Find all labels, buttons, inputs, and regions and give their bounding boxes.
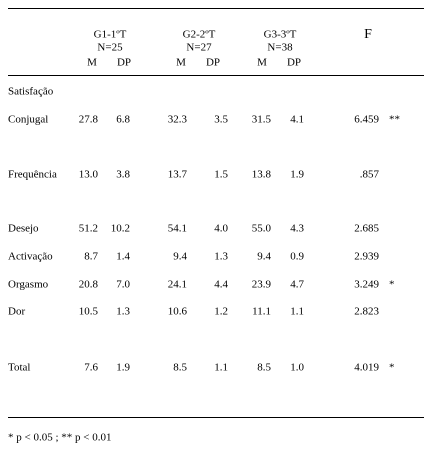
cell: 1.1 <box>214 362 228 374</box>
cell: 32.3 <box>168 114 188 126</box>
cell: 1.3 <box>116 306 130 318</box>
group-name: G3-3ºT <box>264 29 297 41</box>
cell: 4.0 <box>214 223 228 235</box>
row-label: Dor <box>8 306 25 318</box>
f-value: .857 <box>360 169 380 181</box>
cell: 55.0 <box>252 223 272 235</box>
row-label: Frequência <box>8 169 57 181</box>
cell: 23.9 <box>252 279 272 291</box>
cell: 7.0 <box>116 279 130 291</box>
col-dp: DP <box>206 57 220 69</box>
cell: 27.8 <box>79 114 99 126</box>
cell: 1.5 <box>214 169 228 181</box>
cell: 8.5 <box>257 362 271 374</box>
cell: 6.8 <box>116 114 130 126</box>
cell: 54.1 <box>168 223 187 235</box>
f-value: 2.939 <box>354 251 379 263</box>
significance: * <box>389 362 395 374</box>
col-m: M <box>176 57 186 69</box>
col-m: M <box>257 57 267 69</box>
cell: 13.8 <box>252 169 272 181</box>
cell: 11.1 <box>252 306 271 318</box>
cell: 9.4 <box>173 251 187 263</box>
cell: 7.6 <box>84 362 98 374</box>
cell: 51.2 <box>79 223 98 235</box>
cell: 1.9 <box>116 362 130 374</box>
cell: 3.5 <box>214 114 228 126</box>
col-m: M <box>87 57 97 69</box>
group-n: N=27 <box>186 42 212 54</box>
f-value: 6.459 <box>354 114 379 126</box>
cell: 0.9 <box>290 251 304 263</box>
cell: 10.2 <box>111 223 130 235</box>
cell: 9.4 <box>257 251 271 263</box>
footnote: * p < 0.05 ; ** p < 0.01 <box>8 432 111 444</box>
row-label: Orgasmo <box>8 279 49 291</box>
cell: 10.5 <box>79 306 99 318</box>
cell: 10.6 <box>168 306 188 318</box>
f-value: 2.823 <box>354 306 379 318</box>
col-dp: DP <box>117 57 131 69</box>
cell: 13.7 <box>168 169 188 181</box>
cell: 1.9 <box>290 169 304 181</box>
cell: 31.5 <box>252 114 272 126</box>
cell: 1.4 <box>116 251 130 263</box>
row-label: Total <box>8 362 30 374</box>
row-label: Activação <box>8 251 53 263</box>
f-value: 4.019 <box>354 362 379 374</box>
cell: 4.3 <box>290 223 304 235</box>
group-n: N=25 <box>97 42 123 54</box>
cell: 1.2 <box>214 306 228 318</box>
col-dp: DP <box>287 57 301 69</box>
row-label: Desejo <box>8 223 39 235</box>
cell: 4.4 <box>214 279 228 291</box>
cell: 4.1 <box>290 114 304 126</box>
cell: 3.8 <box>116 169 130 181</box>
f-value: 2.685 <box>354 223 379 235</box>
cell: 20.8 <box>79 279 99 291</box>
cell: 8.5 <box>173 362 187 374</box>
cell: 24.1 <box>168 279 187 291</box>
f-header: F <box>364 27 372 42</box>
cell: 1.3 <box>214 251 228 263</box>
significance: * <box>389 279 395 291</box>
cell: 1.1 <box>290 306 304 318</box>
significance: ** <box>389 114 400 126</box>
cell: 1.0 <box>290 362 304 374</box>
row-label: Satisfação <box>8 86 54 98</box>
group-n: N=38 <box>267 42 293 54</box>
cell: 8.7 <box>84 251 98 263</box>
row-label: Conjugal <box>8 114 48 126</box>
cell: 13.0 <box>79 169 99 181</box>
f-value: 3.249 <box>354 279 379 291</box>
cell: 4.7 <box>290 279 304 291</box>
group-name: G2-2ºT <box>183 29 216 41</box>
group-name: G1-1ºT <box>94 29 127 41</box>
